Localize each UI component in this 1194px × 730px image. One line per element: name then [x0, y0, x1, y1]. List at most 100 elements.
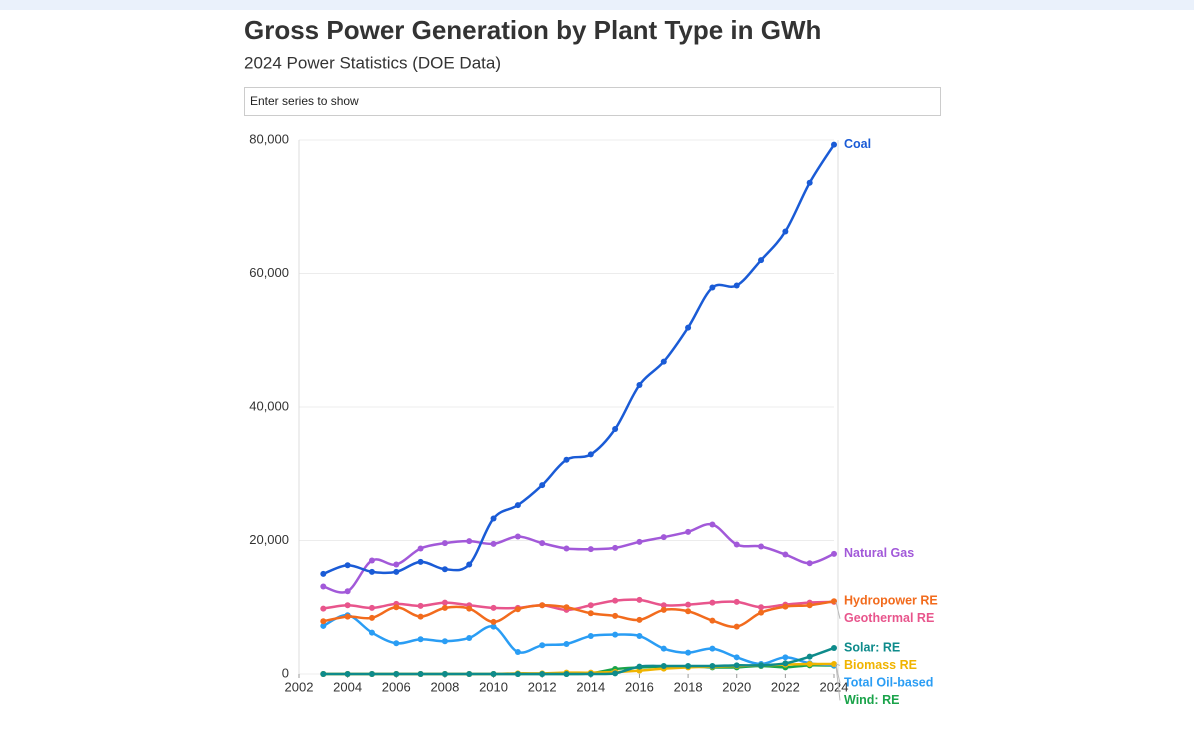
- point: [612, 670, 619, 677]
- point: [660, 662, 667, 669]
- point: [660, 534, 667, 541]
- point: [587, 546, 594, 553]
- point: [636, 596, 643, 603]
- point: [685, 649, 692, 656]
- point: [490, 618, 497, 625]
- point: [612, 544, 619, 551]
- point: [368, 557, 375, 564]
- y-tick-label: 40,000: [249, 398, 289, 413]
- point: [733, 282, 740, 289]
- point: [393, 671, 400, 677]
- point: [758, 543, 765, 550]
- point: [733, 623, 740, 630]
- point: [539, 671, 546, 677]
- point: [782, 603, 789, 610]
- point: [563, 456, 570, 463]
- point: [490, 604, 497, 611]
- point: [368, 629, 375, 636]
- point: [393, 604, 400, 611]
- series-line: [323, 646, 835, 676]
- point: [466, 605, 473, 612]
- x-tick-label: 2002: [285, 679, 314, 694]
- point: [758, 662, 765, 669]
- point: [587, 451, 594, 458]
- legend-label: Geothermal RE: [844, 611, 934, 625]
- point: [417, 558, 424, 565]
- series-line: [322, 143, 836, 576]
- point: [417, 671, 424, 677]
- point: [636, 616, 643, 623]
- y-tick-label: 60,000: [249, 265, 289, 280]
- point: [466, 671, 473, 677]
- point: [587, 671, 594, 677]
- point: [563, 640, 570, 647]
- point: [587, 610, 594, 617]
- point: [344, 602, 351, 609]
- point: [539, 642, 546, 649]
- point: [685, 662, 692, 669]
- point: [466, 634, 473, 641]
- point: [685, 601, 692, 608]
- point: [758, 609, 765, 616]
- series-line: [323, 600, 835, 629]
- point: [320, 583, 327, 590]
- point: [320, 570, 327, 577]
- point: [612, 597, 619, 604]
- point: [782, 228, 789, 235]
- point: [733, 662, 740, 669]
- point: [709, 599, 716, 606]
- point: [709, 662, 716, 669]
- point: [368, 568, 375, 575]
- point: [368, 671, 375, 677]
- point: [660, 602, 667, 609]
- series-line: [322, 614, 835, 667]
- legend-label: Biomass RE: [844, 658, 917, 672]
- point: [368, 614, 375, 621]
- label-leader: [835, 601, 841, 619]
- point: [709, 284, 716, 291]
- point: [490, 540, 497, 547]
- point: [831, 550, 837, 557]
- point: [441, 604, 448, 611]
- legend-label: Total Oil-based: [844, 675, 933, 689]
- point: [539, 482, 546, 489]
- search-placeholder: Enter series to show: [250, 94, 359, 108]
- legend-label: Hydropower RE: [844, 594, 938, 608]
- point: [612, 426, 619, 433]
- point: [320, 605, 327, 612]
- x-tick-label: 2012: [528, 679, 557, 694]
- point: [417, 636, 424, 643]
- point: [636, 381, 643, 388]
- point: [539, 540, 546, 547]
- series-line: [322, 522, 835, 594]
- point: [685, 324, 692, 331]
- point: [490, 671, 497, 677]
- point: [344, 671, 351, 677]
- point: [612, 612, 619, 619]
- point: [636, 632, 643, 639]
- point: [344, 588, 351, 595]
- point: [320, 671, 327, 677]
- series-search[interactable]: [244, 87, 941, 116]
- label-leader: [835, 665, 841, 701]
- x-tick-label: 2020: [722, 679, 751, 694]
- point: [539, 602, 546, 609]
- point: [831, 660, 837, 667]
- x-tick-label: 2022: [771, 679, 800, 694]
- point: [514, 671, 521, 677]
- point: [563, 604, 570, 611]
- point: [417, 613, 424, 620]
- point: [563, 545, 570, 552]
- x-tick-label: 2008: [430, 679, 459, 694]
- point: [563, 671, 570, 677]
- point: [733, 598, 740, 605]
- point: [758, 257, 765, 264]
- y-tick-label: 20,000: [249, 532, 289, 547]
- point: [709, 617, 716, 624]
- legend-label: Wind: RE: [844, 693, 899, 707]
- point: [514, 648, 521, 655]
- point: [685, 528, 692, 535]
- point: [831, 644, 837, 651]
- point: [393, 640, 400, 647]
